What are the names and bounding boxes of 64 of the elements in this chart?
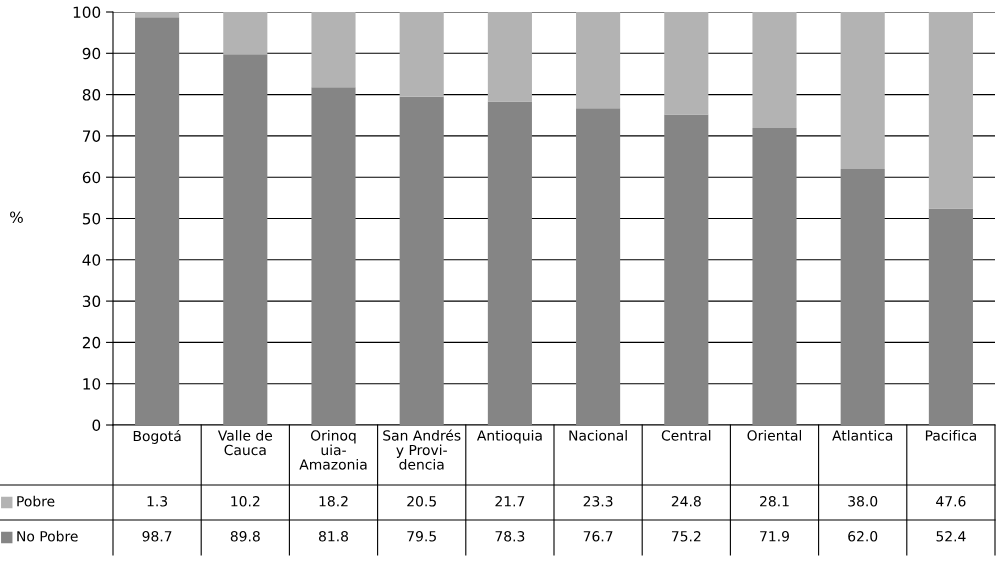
data-label: 52.4	[936, 531, 966, 542]
x-tick-label: Oriental	[747, 429, 802, 441]
x-tick-label: San Andrés y Provi- dencia	[383, 429, 461, 470]
y-tick-label: 30	[82, 295, 101, 308]
y-tick-label: 10	[83, 378, 101, 390]
y-tick-label: 80	[82, 89, 101, 101]
y-tick-label: 60	[82, 171, 101, 184]
data-label: 47.6	[936, 496, 966, 507]
data-label: 75.2	[671, 531, 701, 542]
data-label: 23.3	[583, 496, 613, 507]
legend-label: Pobre	[17, 495, 55, 507]
y-tick-label: 70	[83, 130, 101, 142]
y-tick-label: 100	[73, 6, 101, 19]
bar	[223, 54, 268, 425]
data-label: 78.3	[495, 531, 525, 542]
data-label: 98.7	[142, 531, 172, 542]
bar	[311, 12, 356, 88]
data-label: 1.3	[147, 496, 168, 507]
legend-label: No Pobre	[17, 530, 78, 542]
y-tick-label: 50	[82, 212, 101, 225]
y-axis-title: %	[10, 211, 23, 223]
data-label: 89.8	[230, 531, 260, 542]
bar	[664, 114, 709, 425]
bar	[752, 128, 797, 425]
bar	[752, 12, 797, 129]
bar	[223, 12, 268, 55]
bar	[487, 101, 532, 425]
x-tick-label: Orinoq uia- Amazonia	[299, 429, 367, 470]
x-tick-label: Antioquia	[476, 429, 542, 444]
data-label: 20.5	[407, 496, 436, 507]
bar	[576, 12, 621, 109]
bar	[664, 12, 709, 115]
x-tick-label: Pacifica	[925, 429, 976, 441]
bar	[135, 17, 180, 425]
x-tick-label: Nacional	[569, 429, 627, 441]
x-tick-label: Valle de Cauca	[217, 429, 273, 456]
bar	[576, 108, 621, 425]
data-label: 21.7	[495, 496, 525, 507]
x-tick-label: Central	[661, 429, 711, 441]
data-label: 38.0	[848, 496, 878, 507]
data-label: 10.2	[231, 496, 260, 507]
bar	[399, 96, 444, 425]
bar	[928, 208, 973, 425]
bar	[487, 12, 532, 102]
bar	[135, 12, 180, 18]
bar	[399, 12, 444, 97]
data-label: 18.2	[319, 496, 348, 507]
y-tick-label: 20	[82, 336, 101, 349]
y-tick-label: 40	[82, 254, 101, 266]
data-label: 62.0	[848, 531, 878, 542]
bar	[840, 12, 885, 169]
data-label: 24.8	[671, 496, 701, 507]
data-label: 79.5	[407, 531, 436, 542]
data-label: 76.7	[583, 531, 613, 542]
data-label: 81.8	[318, 531, 349, 542]
bar	[840, 168, 885, 425]
y-tick-label: 0	[92, 419, 101, 432]
bar	[311, 87, 356, 425]
bar	[928, 12, 973, 209]
data-label: 28.1	[760, 496, 789, 507]
y-tick-label: 90	[82, 47, 101, 60]
data-label: 71.9	[760, 531, 789, 542]
x-tick-label: Atlantica	[832, 429, 893, 441]
x-tick-label: Bogotá	[133, 429, 181, 444]
